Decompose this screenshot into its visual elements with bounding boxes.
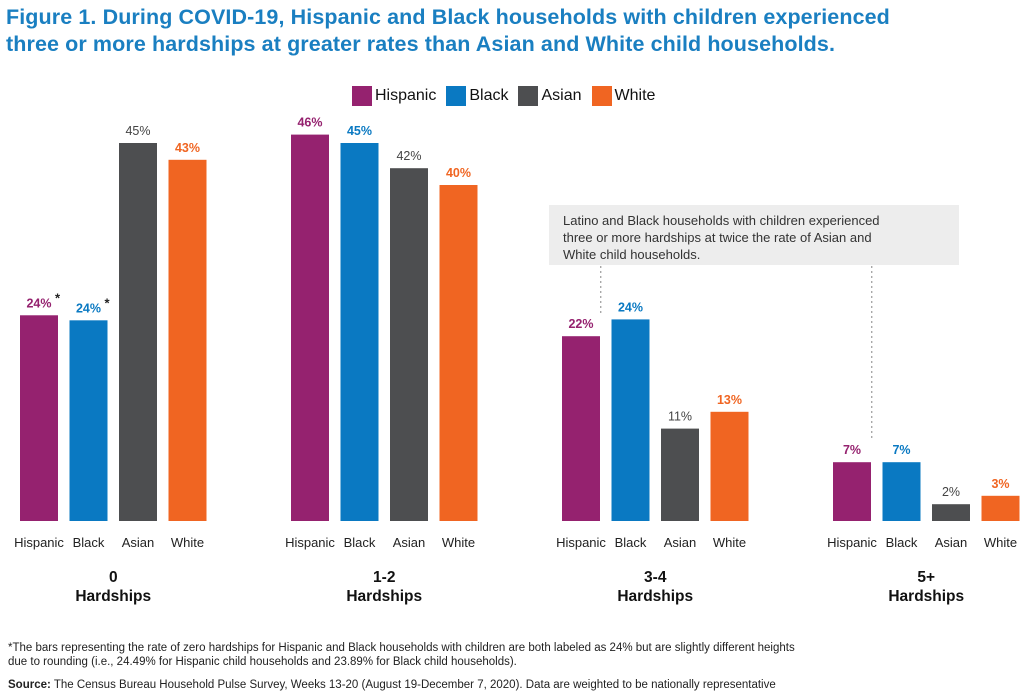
source-label: Source:	[8, 679, 51, 691]
bar-hispanic-0-hardships	[20, 315, 58, 521]
bar-hispanic-5-hardships	[833, 462, 871, 521]
annotation-line-3: White child households.	[563, 247, 701, 262]
footnote: *The bars representing the rate of zero …	[8, 641, 1008, 669]
legend-swatch	[591, 86, 612, 106]
bar-asian-0-hardships	[119, 143, 157, 521]
bar-group-0-hardships: 24% * Hispanic 24% * Black 45% Asian 43% White 0 Ha…	[14, 124, 207, 605]
x-tick-label: White	[442, 535, 475, 550]
data-label-black-3-4-hardships: 24%	[618, 300, 643, 314]
footnote-marker: *	[55, 290, 61, 305]
annotation-line-1: Latino and Black households with childre…	[563, 213, 880, 228]
group-label-0-hardships: 0	[109, 569, 118, 586]
x-tick-label: Hispanic	[14, 535, 64, 550]
footnote-line-1: *The bars representing the rate of zero …	[8, 642, 795, 654]
data-label-white-5-hardships: 3%	[991, 477, 1009, 491]
annotation-box: Latino and Black households with childre…	[549, 205, 959, 265]
legend-label: White	[614, 87, 656, 104]
legend-item-asian: Asian	[518, 86, 582, 106]
bar-black-0-hardships	[69, 320, 108, 521]
group-label-unit: Hardships	[75, 588, 151, 605]
data-label-white-1-2-hardships: 40%	[446, 166, 471, 180]
data-label-asian-3-4-hardships: 11%	[668, 410, 692, 424]
data-label-black-5-hardships: 7%	[892, 443, 910, 457]
group-label-3-4-hardships: 3-4	[644, 569, 667, 586]
x-tick-label: Hispanic	[556, 535, 606, 550]
source-note: Source: The Census Bureau Household Puls…	[8, 679, 1018, 691]
bar-hispanic-3-4-hardships	[562, 336, 600, 521]
x-tick-label: Black	[886, 535, 918, 550]
source-text: The Census Bureau Household Pulse Survey…	[53, 679, 776, 691]
group-label-1-2-hardships: 1-2	[373, 569, 395, 586]
bar-group-1-2-hardships: 46% Hispanic 45% Black 42% Asian 40% White 1-2 Ha…	[285, 116, 478, 605]
group-label-5-hardships: 5+	[917, 569, 935, 586]
footnote-marker: *	[105, 295, 111, 310]
bar-black-5-hardships	[882, 462, 921, 521]
data-label-white-0-hardships: 43%	[175, 141, 200, 155]
footnote-line-2: due to rounding (i.e., 24.49% for Hispan…	[8, 656, 517, 668]
data-label-asian-1-2-hardships: 42%	[396, 149, 421, 163]
legend-label: Hispanic	[375, 87, 437, 104]
data-label-hispanic-3-4-hardships: 22%	[568, 317, 593, 331]
legend: Hispanic Black Asian White	[352, 84, 655, 108]
data-label-black-1-2-hardships: 45%	[347, 124, 372, 138]
x-tick-label: White	[984, 535, 1017, 550]
legend-item-white: White	[591, 86, 656, 106]
legend-label: Black	[469, 87, 509, 104]
data-label-white-3-4-hardships: 13%	[717, 393, 742, 407]
bar-white-5-hardships	[981, 495, 1020, 521]
x-tick-label: White	[713, 535, 746, 550]
group-label-unit: Hardships	[617, 588, 693, 605]
bar-black-1-2-hardships	[340, 143, 379, 521]
data-label-asian-0-hardships: 45%	[125, 124, 150, 138]
chart-title: Figure 1. During COVID-19, Hispanic and …	[6, 4, 1016, 58]
legend-swatch	[352, 86, 372, 106]
x-tick-label: Asian	[935, 535, 968, 550]
legend-item-black: Black	[446, 86, 508, 106]
data-label-hispanic-5-hardships: 7%	[843, 443, 861, 457]
data-label-asian-5-hardships: 2%	[942, 485, 960, 499]
chart-title-line-2: three or more hardships at greater rates…	[6, 32, 836, 56]
bar-hispanic-1-2-hardships	[291, 134, 329, 521]
bar-white-1-2-hardships	[439, 185, 478, 521]
x-tick-label: Black	[344, 535, 376, 550]
x-tick-label: Asian	[122, 535, 155, 550]
data-label-hispanic-0-hardships: 24%	[26, 296, 51, 310]
bar-asian-3-4-hardships	[661, 428, 699, 521]
bar-group-5-hardships: 7% Hispanic 7% Black 2% Asian 3% White 5+ Hardshi…	[827, 443, 1020, 605]
legend-label: Asian	[541, 87, 582, 104]
bar-white-3-4-hardships	[710, 411, 749, 521]
group-label-unit: Hardships	[888, 588, 964, 605]
bar-black-3-4-hardships	[611, 319, 650, 521]
annotation-line-2: three or more hardships at twice the rat…	[563, 230, 872, 245]
x-tick-label: Black	[615, 535, 647, 550]
data-label-hispanic-1-2-hardships: 46%	[297, 116, 322, 130]
x-tick-label: Hispanic	[827, 535, 877, 550]
legend-swatch	[446, 86, 467, 106]
bar-asian-1-2-hardships	[390, 168, 428, 521]
legend-swatch	[518, 86, 539, 106]
bar-group-3-4-hardships: 22% Hispanic 24% Black 11% Asian 13% White 3-4 Ha…	[556, 300, 749, 605]
data-label-black-0-hardships: 24%	[76, 301, 101, 315]
bar-white-0-hardships	[168, 159, 207, 522]
legend-item-hispanic: Hispanic	[352, 86, 436, 106]
x-tick-label: Asian	[664, 535, 697, 550]
x-tick-label: White	[171, 535, 204, 550]
bar-asian-5-hardships	[932, 504, 970, 521]
x-tick-label: Black	[73, 535, 105, 550]
group-label-unit: Hardships	[346, 588, 422, 605]
x-tick-label: Hispanic	[285, 535, 335, 550]
bar-chart: 24% * Hispanic 24% * Black 45% Asian 43% White 0 Ha…	[14, 116, 1020, 605]
chart-title-line-1: Figure 1. During COVID-19, Hispanic and …	[6, 5, 890, 29]
x-tick-label: Asian	[393, 535, 426, 550]
